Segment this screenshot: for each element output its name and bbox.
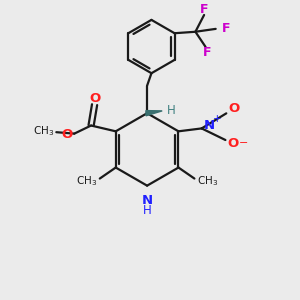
- Text: N: N: [203, 119, 214, 132]
- Text: CH$_3$: CH$_3$: [76, 174, 98, 188]
- Text: +: +: [213, 114, 222, 124]
- Text: CH$_3$: CH$_3$: [33, 124, 54, 138]
- Text: −: −: [238, 139, 248, 148]
- Polygon shape: [146, 111, 162, 116]
- Text: O: O: [61, 128, 73, 141]
- Text: H: H: [167, 104, 176, 117]
- Text: N: N: [142, 194, 153, 207]
- Text: F: F: [203, 46, 211, 59]
- Text: F: F: [222, 22, 231, 35]
- Text: O: O: [228, 137, 239, 150]
- Text: O: O: [89, 92, 100, 105]
- Text: CH$_3$: CH$_3$: [197, 174, 218, 188]
- Text: O: O: [229, 102, 240, 115]
- Text: H: H: [143, 204, 152, 217]
- Text: F: F: [200, 3, 208, 16]
